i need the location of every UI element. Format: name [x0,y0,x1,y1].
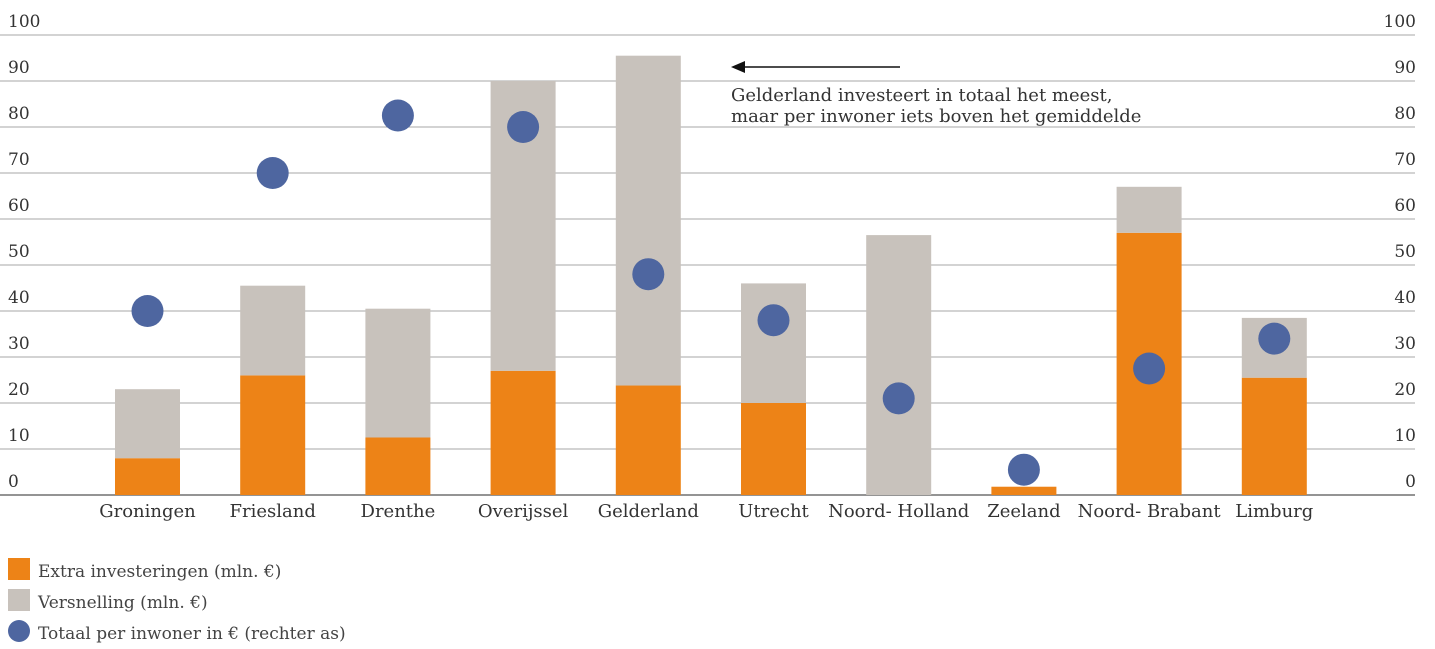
bar-extra-investeringen [741,403,806,495]
left-tick-label: 80 [8,104,30,124]
legend-label: Extra investeringen (mln. €) [38,561,282,582]
legend-swatch-grey [8,588,30,611]
bar-extra-investeringen [490,370,556,495]
bar-versnelling [240,285,306,376]
category-label: Noord- Brabant [1078,501,1222,522]
point-totaal-per-inwoner [256,157,289,189]
annotation: Gelderland investeert in totaal het mees… [731,61,1141,127]
left-tick-label: 30 [8,334,30,354]
left-axis-ticks: 0 10 20 30 40 50 60 70 80 90 100 [8,12,40,492]
point-totaal-per-inwoner [882,382,915,415]
category-label: Zeeland [987,501,1060,522]
gridlines [0,34,1415,496]
point-totaal-per-inwoner [1258,322,1291,355]
point-totaal-per-inwoner [757,304,790,337]
left-tick-label: 60 [8,196,30,216]
right-axis-ticks: 0 10 20 30 40 50 60 70 80 90 100 [1384,12,1416,492]
bar-extra-investeringen [115,458,180,495]
left-tick-label: 100 [8,12,40,32]
right-tick-label: 20 [1394,380,1416,400]
annotation-arrow-head [731,61,745,73]
bar-extra-investeringen [240,375,306,495]
legend-label: Versnelling (mln. €) [38,592,208,613]
right-tick-label: 80 [1394,104,1416,124]
legend-swatch-blue-dot [8,619,30,642]
category-label: Groningen [99,501,196,522]
bar-versnelling [615,55,681,386]
category-label: Utrecht [738,501,809,522]
legend-swatch-orange [8,557,30,580]
category-label: Overijssel [478,501,569,522]
point-totaal-per-inwoner [131,295,164,327]
category-label: Noord- Holland [828,501,969,522]
right-tick-label: 30 [1394,334,1416,354]
point-totaal-per-inwoner [632,258,665,291]
right-tick-label: 10 [1394,426,1416,446]
point-totaal-per-inwoner [507,111,540,143]
annotation-line-2: maar per inwoner iets boven het gemiddel… [731,106,1141,127]
bar-versnelling [115,389,180,459]
category-labels: Groningen Friesland Drenthe Overijssel Gelde… [99,501,1313,522]
legend-item-versnelling: Versnelling (mln. €) [8,587,346,618]
legend-label: Totaal per inwoner in € (rechter as) [38,623,346,644]
right-tick-label: 60 [1394,196,1416,216]
chart: 0 10 20 30 40 50 60 70 80 90 100 0 10 20 30 40 50 60 70 80… [0,12,1416,522]
right-tick-label: 0 [1405,472,1416,492]
right-tick-label: 70 [1394,150,1416,170]
legend-item-totaal-per-inwoner: Totaal per inwoner in € (rechter as) [8,618,346,649]
right-tick-label: 90 [1394,58,1416,78]
left-tick-label: 50 [8,242,30,262]
legend-item-extra-investeringen: Extra investeringen (mln. €) [8,556,346,587]
point-totaal-per-inwoner [381,99,414,132]
annotation-line-1: Gelderland investeert in totaal het mees… [731,85,1112,106]
left-tick-label: 0 [8,472,19,492]
bar-extra-investeringen [1241,377,1307,495]
category-label: Drenthe [361,501,436,522]
category-label: Gelderland [598,501,699,522]
bar-versnelling [741,283,806,403]
legend: Extra investeringen (mln. €) Versnelling… [8,556,346,649]
bar-versnelling [365,308,431,438]
category-label: Friesland [230,501,316,522]
category-label: Limburg [1235,501,1313,522]
bar-extra-investeringen [615,385,681,495]
point-totaal-per-inwoner [1133,352,1166,385]
left-tick-label: 70 [8,150,30,170]
left-tick-label: 20 [8,380,30,400]
right-tick-label: 40 [1394,288,1416,308]
bar-extra-investeringen [991,486,1057,495]
left-tick-label: 10 [8,426,30,446]
left-tick-label: 40 [8,288,30,308]
bar-extra-investeringen [365,437,431,495]
right-tick-label: 100 [1384,12,1416,32]
left-tick-label: 90 [8,58,30,78]
bars [115,55,1307,496]
bar-versnelling [1116,186,1182,233]
point-totaal-per-inwoner [1007,453,1040,486]
right-tick-label: 50 [1394,242,1416,262]
points [131,99,1291,486]
bar-versnelling [866,235,932,495]
